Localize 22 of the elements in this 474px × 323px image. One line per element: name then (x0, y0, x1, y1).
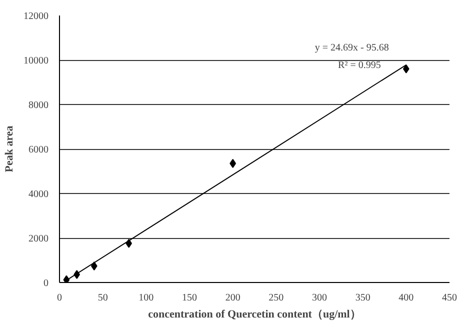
y-tick-label: 8000 (28, 100, 48, 111)
annotation: R² = 0.995 (338, 60, 381, 72)
x-tick-label: 350 (355, 292, 370, 304)
y-tick-label: 10000 (24, 56, 48, 66)
x-tick-label: 300 (312, 292, 327, 304)
point (63, 275, 70, 282)
y-tick-label: 2000 (28, 234, 48, 244)
x-tick-label: 0 (57, 292, 62, 304)
x-tick-label: 150 (182, 292, 197, 304)
y-tick-label: 12000 (24, 11, 48, 22)
y-tick-label: 0 (44, 278, 48, 289)
annotation: y = 24.69x - 95.68 (314, 42, 389, 54)
x-tick-label: 400 (398, 292, 414, 304)
y-tick-label: 6000 (28, 144, 48, 156)
x-tick-label: 450 (442, 292, 457, 304)
x-tick-label: 50 (98, 292, 108, 304)
y-axis-title: Peak area (4, 125, 16, 172)
x-tick-label: 250 (268, 292, 284, 304)
x-axis-title: concentration of Quercetin content（ug/ml） (148, 308, 361, 320)
y-tick-label: 4000 (28, 189, 48, 200)
x-tick-label: 200 (225, 292, 240, 304)
x-tick-label: 100 (138, 292, 154, 304)
